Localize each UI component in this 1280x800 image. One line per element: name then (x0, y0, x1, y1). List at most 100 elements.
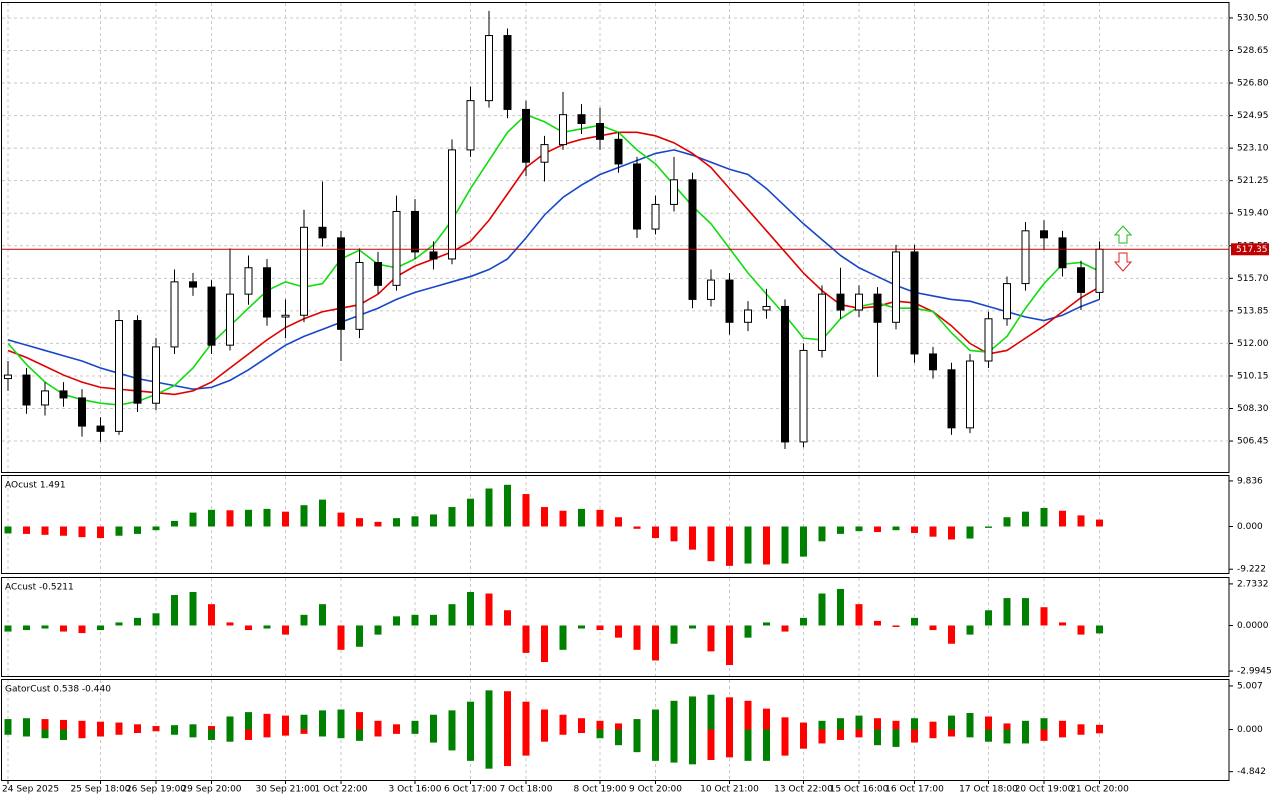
candle-body (799, 349, 808, 443)
y-tick-label: 0.000 (1237, 725, 1263, 735)
gator-upper-bar (615, 723, 622, 730)
gator-lower-bar (800, 729, 807, 749)
candle-body (1021, 230, 1030, 285)
histogram-bar (559, 625, 567, 650)
gator-lower-bar (1059, 729, 1066, 738)
candle-body (1040, 230, 1048, 239)
gator-lower-bar (23, 729, 30, 737)
histogram-bar (430, 514, 437, 527)
gator-lower-bar (1022, 729, 1029, 744)
histogram-bar (726, 526, 733, 566)
histogram-bar (818, 526, 826, 542)
gator-lower-bar (282, 729, 289, 736)
histogram-bar (966, 625, 974, 635)
x-tick-label: 21 Oct 20:00 (1070, 785, 1129, 795)
gator-lower-bar (171, 729, 178, 735)
histogram-bar (245, 509, 252, 527)
candle-body (725, 279, 734, 323)
x-tick-label: 17 Oct 18:00 (959, 785, 1018, 795)
histogram-bar (707, 625, 715, 652)
histogram-bar (282, 625, 289, 635)
gator-upper-bar (726, 697, 733, 730)
gator-lower-bar (300, 729, 308, 734)
histogram-bar (4, 526, 12, 534)
gator-lower-bar (874, 729, 881, 746)
histogram-bar (171, 595, 178, 626)
gator-upper-bar (578, 718, 585, 730)
gator-lower-bar (356, 729, 363, 741)
candle-body (22, 374, 31, 406)
histogram-bar (448, 507, 456, 527)
gator-lower-bar (615, 729, 622, 746)
candle-body (596, 123, 604, 140)
y-tick-label: 508.30 (1237, 404, 1269, 414)
y-tick-label: 515.70 (1237, 274, 1269, 284)
x-tick-label: 13 Oct 22:00 (774, 785, 833, 795)
x-tick-label: 9 Oct 20:00 (629, 785, 682, 795)
candle-body (781, 305, 789, 443)
gator-upper-bar (4, 719, 12, 730)
y-tick-label: 510.15 (1237, 371, 1269, 381)
candle-body (614, 138, 623, 165)
candle-body (281, 314, 290, 318)
gator-lower-bar (319, 729, 326, 737)
candle-body (966, 360, 974, 429)
histogram-bar (467, 498, 474, 527)
candle-body (355, 261, 364, 330)
y-tick-label: 513.85 (1237, 306, 1269, 316)
gator-lower-bar (448, 729, 456, 751)
ao-pane (1, 475, 1230, 574)
y-tick-label: -2.9945 (1237, 667, 1272, 677)
gator-upper-bar (60, 719, 67, 730)
histogram-bar (911, 526, 918, 533)
gator-upper-bar (1003, 723, 1011, 730)
gator-upper-bar (134, 724, 141, 730)
histogram-bar (781, 526, 789, 564)
histogram-bar (171, 520, 178, 527)
gator-upper-bar (208, 726, 215, 730)
x-tick-label: 8 Oct 19:00 (574, 785, 627, 795)
histogram-bar (152, 613, 160, 626)
gator-upper-bar (171, 725, 178, 730)
gator-lower-bar (948, 729, 955, 737)
gator-lower-bar (430, 729, 437, 743)
gator-upper-bar (892, 720, 900, 730)
gator-upper-bar (97, 721, 104, 730)
histogram-bar (300, 614, 308, 626)
x-tick-label: 24 Sep 2025 (2, 785, 59, 795)
x-tick-label: 10 Oct 21:00 (700, 785, 759, 795)
gator-upper-bar (948, 715, 955, 730)
histogram-bar (208, 509, 215, 527)
gator-lower-bar (559, 729, 567, 735)
candle-body (633, 163, 641, 230)
gator-lower-bar (781, 729, 789, 756)
histogram-bar (948, 526, 955, 540)
y-tick-label: 506.45 (1237, 437, 1269, 447)
gator-lower-bar (929, 729, 937, 739)
histogram-bar (744, 526, 752, 564)
gator-lower-bar (485, 729, 493, 769)
histogram-bar (596, 509, 604, 527)
gator-lower-bar (892, 729, 900, 747)
candle-body (762, 305, 771, 311)
histogram-bar (134, 526, 141, 534)
histogram-bar (670, 526, 678, 542)
histogram-bar (763, 622, 770, 626)
pane-title: AOcust 1.491 (5, 481, 66, 491)
histogram-bar (781, 625, 789, 632)
x-tick-label: 29 Sep 20:00 (181, 785, 241, 795)
candle-body (78, 397, 86, 427)
histogram-bar (356, 625, 363, 647)
candle-body (577, 114, 586, 125)
y-tick-label: 519.40 (1237, 209, 1269, 219)
pane-title: ACcust -0.5211 (5, 583, 74, 593)
histogram-bar (874, 526, 881, 533)
histogram-bar (892, 625, 900, 627)
candle-body (392, 210, 401, 286)
gator-lower-bar (689, 729, 696, 765)
histogram-bar (263, 625, 271, 629)
histogram-bar (744, 625, 752, 638)
gator-upper-bar (633, 719, 641, 730)
gator-lower-bar (245, 729, 252, 740)
gator-upper-bar (319, 710, 326, 730)
